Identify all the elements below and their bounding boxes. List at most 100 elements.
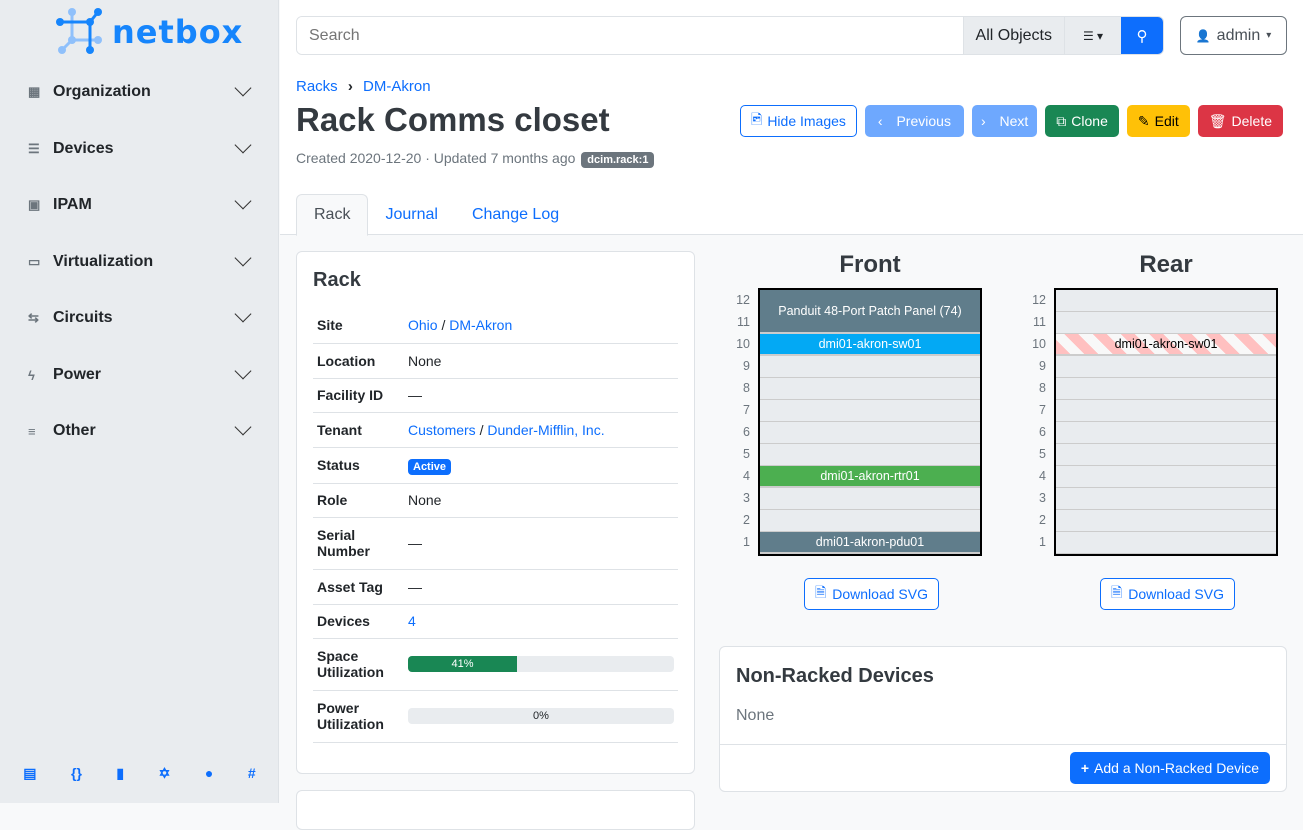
status-badge: Active [408, 459, 452, 475]
book-icon[interactable]: ▤ [23, 765, 37, 781]
rack-device[interactable]: dmi01-akron-sw01 [760, 334, 980, 355]
rack-device[interactable]: dmi01-akron-pdu01 [760, 532, 980, 553]
edit-button[interactable]: ✎ Edit [1126, 105, 1190, 137]
sidebar-item-virtualization[interactable]: ▭ Virtualization [0, 242, 279, 282]
hide-images-button[interactable]: 🖻 Hide Images [740, 105, 857, 137]
tab-rack[interactable]: Rack [296, 194, 369, 236]
rack-device[interactable]: dmi01-akron-sw01 [1056, 334, 1276, 355]
power-label: Power Utilization [317, 700, 384, 732]
label: Edit [1154, 113, 1179, 129]
rack-unit-slot[interactable] [760, 378, 980, 400]
unit-number: 8 [743, 381, 750, 395]
unit-number: 4 [1039, 469, 1046, 483]
chevron-down-icon [234, 305, 252, 323]
facility-label: Facility ID [317, 387, 384, 403]
space-label: Space Utilization [317, 648, 384, 680]
label: Next [999, 113, 1029, 129]
unit-number: 1 [1039, 535, 1046, 549]
page-title: Rack Comms closet [296, 101, 610, 138]
location-value: None [408, 352, 442, 369]
graphql-icon[interactable]: ✡ [158, 765, 171, 781]
breadcrumb-racks[interactable]: Racks [296, 78, 338, 95]
asset-label: Asset Tag [317, 578, 383, 595]
unit-number: 2 [743, 513, 750, 527]
user-menu[interactable]: 👤 admin ▾ [1180, 16, 1287, 55]
bookmark-icon[interactable]: ▮ [116, 765, 125, 781]
role-label: Role [317, 492, 348, 508]
front-elevation: Panduit 48-Port Patch Panel (74) dmi01-ak… [758, 288, 982, 556]
rack-unit-slot[interactable] [1056, 312, 1276, 334]
rack-unit-slot[interactable] [1056, 356, 1276, 378]
tab-change-log[interactable]: Change Log [471, 206, 560, 223]
rack-unit-slot[interactable] [1056, 532, 1276, 554]
rack-unit-slot[interactable] [1056, 290, 1276, 312]
rack-unit-slot[interactable] [1056, 466, 1276, 488]
rack-device[interactable]: Panduit 48-Port Patch Panel (74) [760, 290, 980, 333]
filter-dropdown[interactable]: ☰ ▾ [1064, 17, 1121, 54]
rack-unit-slot[interactable] [1056, 488, 1276, 510]
rack-unit-slot[interactable] [760, 400, 980, 422]
rack-unit-slot[interactable] [1056, 378, 1276, 400]
bolt-icon: ϟ [28, 367, 35, 383]
download-rear-svg-button[interactable]: 🗎 Download SVG [1100, 578, 1235, 610]
label: Previous [896, 113, 951, 129]
rack-unit-slot[interactable] [760, 488, 980, 510]
copy-icon: ⧉ [1056, 112, 1067, 129]
label: Download SVG [832, 586, 928, 602]
sidebar-item-ipam[interactable]: ▣ IPAM [0, 185, 279, 225]
tab-journal[interactable]: Journal [385, 206, 438, 223]
devices-label: Devices [317, 613, 370, 629]
chevron-down-icon [234, 79, 252, 97]
search-button[interactable]: ⚲ [1121, 17, 1163, 54]
image-icon: 🖻 [751, 111, 763, 127]
rack-unit-slot[interactable] [1056, 444, 1276, 466]
rack-device[interactable]: dmi01-akron-rtr01 [760, 466, 980, 487]
role-value: None [408, 492, 442, 508]
search-input[interactable] [297, 17, 963, 54]
user-icon: 👤 [1195, 28, 1211, 43]
rack-unit-slot[interactable] [760, 444, 980, 466]
label: Delete [1231, 113, 1272, 129]
rack-unit-slot[interactable] [1056, 510, 1276, 532]
rack-unit-slot[interactable] [1056, 422, 1276, 444]
next-button[interactable]: › Next [971, 105, 1038, 137]
sidebar-item-devices[interactable]: ☰ Devices [0, 129, 279, 169]
card-title: Rack [313, 269, 361, 291]
sidebar-item-other[interactable]: ≡ Other [0, 411, 279, 451]
breadcrumb-site[interactable]: DM-Akron [363, 78, 431, 95]
slack-icon[interactable]: # [247, 765, 256, 781]
rack-unit-slot[interactable] [760, 356, 980, 378]
unit-number: 6 [743, 425, 750, 439]
chevron-right-icon: › [347, 78, 353, 95]
tenant-link[interactable]: Dunder-Mifflin, Inc. [487, 421, 605, 438]
unit-number: 3 [1039, 491, 1046, 505]
api-icon[interactable]: {} [71, 765, 82, 781]
unit-number: 4 [743, 469, 750, 483]
github-icon[interactable]: ● [204, 765, 214, 781]
delete-button[interactable]: 🗑 Delete [1197, 105, 1283, 137]
circuit-icon: ⇆ [28, 310, 39, 325]
rack-unit-slot[interactable] [760, 510, 980, 532]
sidebar-item-organization[interactable]: ▦ Organization [0, 72, 279, 112]
sidebar-item-label: Power [53, 366, 102, 383]
sidebar-item-power[interactable]: ϟ Power [0, 355, 279, 395]
sidebar-item-circuits[interactable]: ⇆ Circuits [0, 298, 279, 338]
netbox-logo[interactable]: netbox [56, 8, 243, 56]
tenant-group-link[interactable]: Customers [408, 421, 476, 438]
rack-unit-slot[interactable] [760, 422, 980, 444]
clone-button[interactable]: ⧉ Clone [1045, 105, 1119, 137]
add-non-racked-device-button[interactable]: + Add a Non-Racked Device [1069, 752, 1270, 784]
unit-number: 12 [1032, 293, 1046, 307]
region-link[interactable]: Ohio [408, 317, 438, 334]
download-front-svg-button[interactable]: 🗎 Download SVG [804, 578, 939, 610]
search-scope-select[interactable]: All Objects [962, 17, 1064, 54]
front-title: Front [839, 251, 901, 278]
unit-number: 10 [1032, 337, 1046, 351]
serial-value: — [408, 535, 422, 551]
site-link[interactable]: DM-Akron [449, 317, 513, 334]
previous-button[interactable]: ‹ Previous [864, 105, 964, 137]
label: Clone [1071, 113, 1108, 129]
rack-unit-slot[interactable] [1056, 400, 1276, 422]
devices-link[interactable]: 4 [408, 613, 416, 629]
space-fill: 41% [408, 656, 518, 672]
